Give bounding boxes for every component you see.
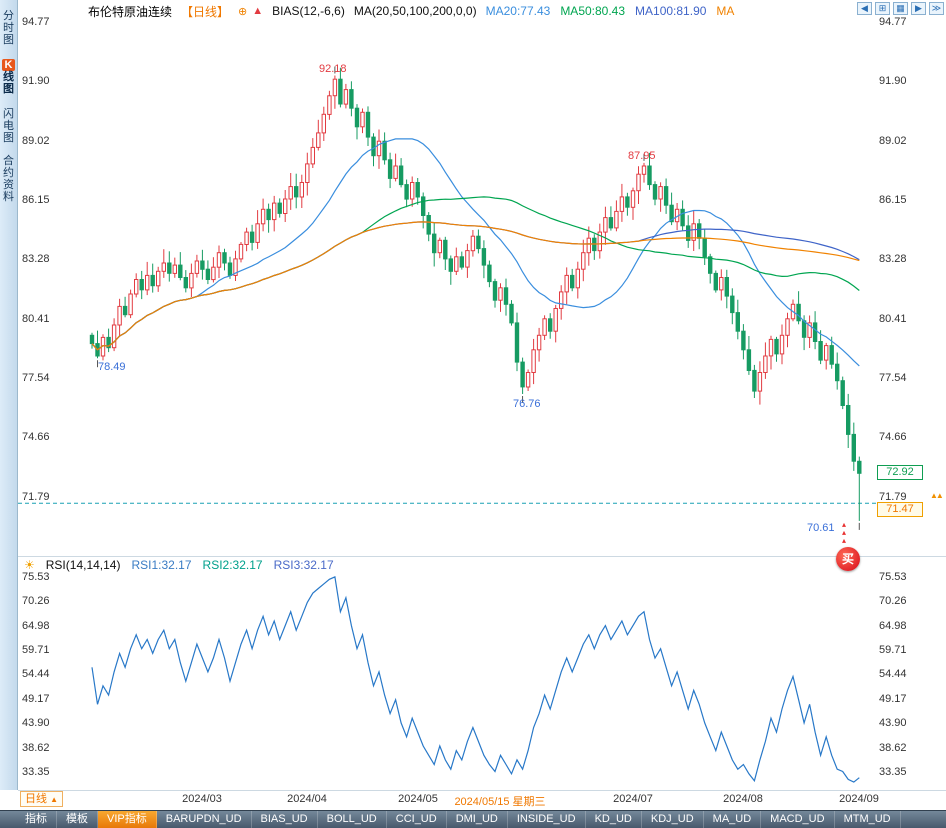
sidebar-item[interactable]: 合约资料	[3, 155, 14, 203]
toolbar-tab[interactable]: MA_UD	[704, 811, 762, 828]
sidebar-item-char: 线	[3, 71, 14, 83]
date-axis-label: 2024/05/15 星期三	[454, 796, 546, 808]
ma-indicator-label: MA(20,50,100,200,0,0)	[353, 4, 477, 18]
date-axis-label: 2024/04	[287, 793, 327, 805]
expand-panel-icon[interactable]: ≫	[929, 2, 944, 15]
ma-value-labels: MA20:77.43 MA50:80.43 MA100:81.90 MA	[486, 4, 735, 18]
last-price-box: 72.92	[877, 465, 923, 480]
chevron-up-icon: ▲	[50, 795, 58, 804]
toolbar-tab[interactable]: BOLL_UD	[318, 811, 387, 828]
price-axis-label: 80.41	[879, 313, 907, 325]
price-axis-label: 94.77	[879, 16, 907, 28]
ma-value: MA100:81.90	[635, 4, 707, 18]
instrument-title: 布伦特原油连续	[88, 4, 173, 19]
sidebar-item-char: 图	[3, 132, 14, 144]
sidebar-item[interactable]: 闪电图	[3, 108, 14, 144]
toolbar-tab[interactable]: KDJ_UD	[642, 811, 704, 828]
main-candlestick-chart[interactable]	[18, 0, 876, 556]
indicator-settings-icon[interactable]: ☀	[24, 558, 35, 572]
sidebar-item-char: 图	[3, 34, 14, 46]
sidebar-item-char: 时	[3, 22, 14, 34]
ma-value: MA20:77.43	[485, 4, 551, 18]
prev-panel-icon[interactable]: ◀	[857, 2, 872, 15]
price-axis-label: 89.02	[879, 135, 907, 147]
k-line-badge: K	[2, 59, 15, 71]
buy-signal-badge[interactable]: 买	[836, 547, 860, 571]
sidebar-item-char: 约	[3, 167, 14, 179]
price-axis-label: 70.26	[879, 595, 907, 607]
toolbar-tab[interactable]: MACD_UD	[761, 811, 835, 828]
bias-indicator-label: BIAS(12,-6,6)	[272, 4, 345, 18]
price-axis-label: 33.35	[879, 766, 907, 778]
sidebar-item-char: 电	[3, 120, 14, 132]
date-axis-label: 2024/09	[839, 793, 879, 805]
period-selector-button[interactable]: 日线 ▲	[20, 791, 63, 807]
sidebar-item-char: 闪	[3, 108, 14, 120]
sidebar-item-char: 图	[3, 83, 14, 95]
header-icons: ⊕ ▲	[238, 5, 263, 18]
indicator-toolbar: 指标 模板 VIP指标 BARUPDN_UD BIAS_UD BOLL_UD CCI_UD D…	[0, 810, 946, 828]
price-axis-label: 54.44	[879, 668, 907, 680]
toolbar-tab[interactable]: CCI_UD	[387, 811, 447, 828]
toolbar-tab[interactable]: 模板	[57, 811, 98, 828]
pane-divider	[18, 556, 946, 557]
toolbar-tab[interactable]: DMI_UD	[447, 811, 508, 828]
grid-panel-icon[interactable]: ⊞	[875, 2, 890, 15]
date-axis-label: 2024/08	[723, 793, 763, 805]
sidebar-item-char: 分	[3, 10, 14, 22]
price-axis-label: 83.28	[879, 253, 907, 265]
signal-arrow-icon[interactable]: ▲	[252, 5, 264, 17]
toolbar-tab[interactable]: BARUPDN_UD	[157, 811, 252, 828]
ma-value: MA	[716, 4, 735, 18]
toolbar-tab[interactable]: INSIDE_UD	[508, 811, 586, 828]
date-axis-label: 2024/03	[182, 793, 222, 805]
period-tag: 【日线】	[181, 4, 230, 19]
sidebar-item[interactable]: 分时图	[3, 10, 14, 46]
price-axis-label: 49.17	[879, 693, 907, 705]
sidebar-item-char: 资	[3, 179, 14, 191]
list-panel-icon[interactable]: ▦	[893, 2, 908, 15]
ma-value: MA50:80.43	[560, 4, 626, 18]
circle-plus-icon[interactable]: ⊕	[238, 5, 248, 18]
rsi-indicator-chart[interactable]	[18, 556, 876, 790]
price-axis-label: 38.62	[879, 742, 907, 754]
price-axis-label: 43.90	[879, 717, 907, 729]
chart-header: 布伦特原油连续 【日线】 ⊕ ▲ BIAS(12,-6,6) MA(20,50,1…	[88, 3, 734, 19]
price-axis-label: 91.90	[879, 75, 907, 87]
settlement-price-box: 71.47	[877, 502, 923, 517]
toolbar-tab[interactable]: 指标	[16, 811, 57, 828]
price-axis-label: 64.98	[879, 620, 907, 632]
toolbar-tab[interactable]: MTM_UD	[835, 811, 901, 828]
rsi-value-labels: RSI1:32.17 RSI2:32.17 RSI3:32.17	[131, 558, 333, 572]
toolbar-tab[interactable]: BIAS_UD	[252, 811, 318, 828]
rsi-value: RSI2:32.17	[202, 558, 263, 572]
sidebar-item-char: 合	[3, 155, 14, 167]
axis-scroll-icon[interactable]: ▲▲	[930, 491, 944, 500]
buy-signal-arrows-icon: ▴ ▴ ▴	[842, 520, 847, 545]
next-panel-icon[interactable]: ▶	[911, 2, 926, 15]
rsi-header: ☀ RSI(14,14,14) RSI1:32.17 RSI2:32.17 RSI3…	[24, 558, 334, 572]
price-axis-label: 77.54	[879, 372, 907, 384]
date-axis-label: 2024/05	[398, 793, 438, 805]
window-layout-icons: ◀ ⊞ ▦ ▶ ≫	[857, 2, 944, 15]
rsi-value: RSI3:32.17	[273, 558, 334, 572]
price-axis-label: 86.15	[879, 194, 907, 206]
sidebar-item-char: 料	[3, 191, 14, 203]
period-selector-label: 日线	[25, 793, 47, 805]
toolbar-tab[interactable]: VIP指标	[98, 811, 157, 828]
toolbar-tab[interactable]: KD_UD	[586, 811, 642, 828]
rsi-value: RSI1:32.17	[131, 558, 192, 572]
price-axis-label: 75.53	[879, 571, 907, 583]
price-axis-label: 59.71	[879, 644, 907, 656]
price-axis-label: 74.66	[879, 431, 907, 443]
axis-divider	[18, 790, 946, 791]
date-axis-label: 2024/07	[613, 793, 653, 805]
rsi-indicator-label: RSI(14,14,14)	[45, 558, 121, 572]
